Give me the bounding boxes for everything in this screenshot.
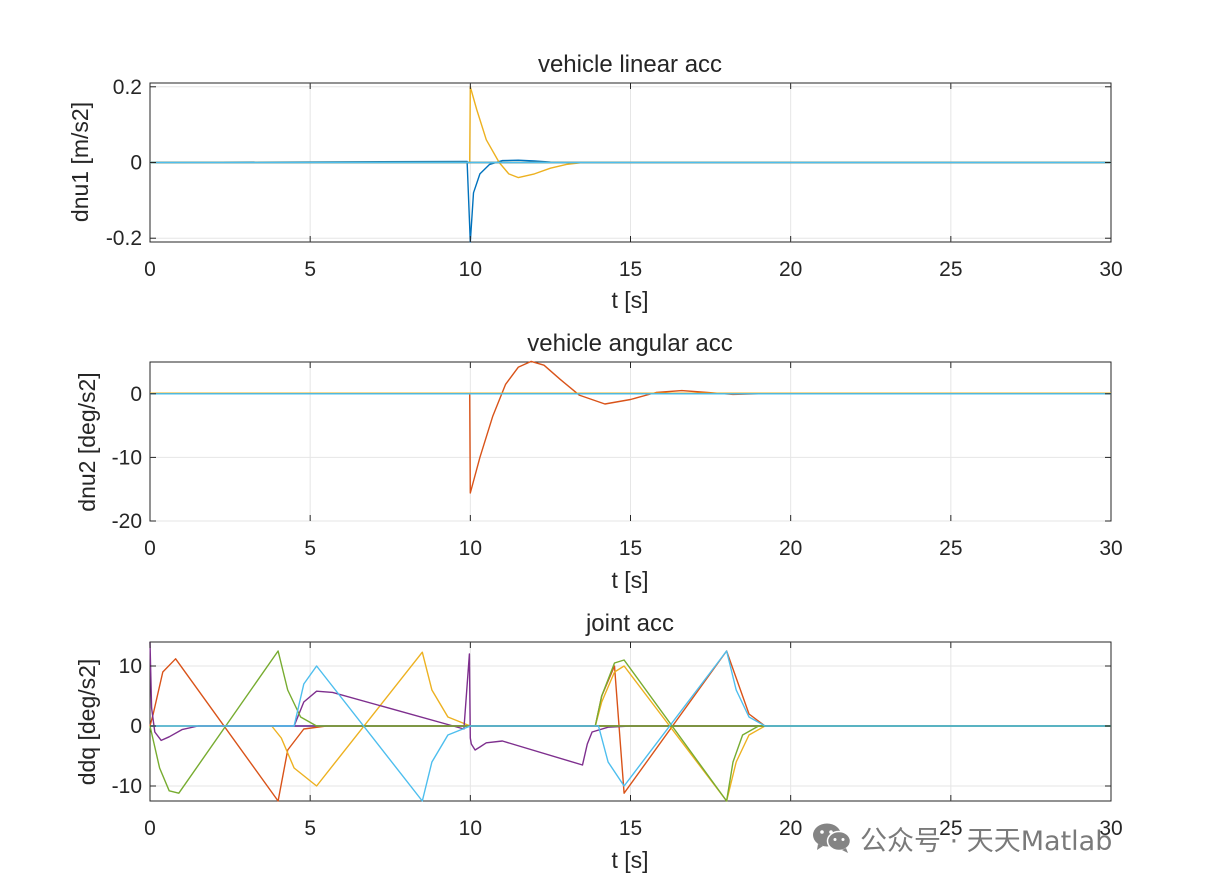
x-tick-label-linear-acc-6: 30 (1099, 258, 1122, 281)
x-tick-label-linear-acc-2: 10 (459, 258, 482, 281)
chart-title-angular-acc: vehicle angular acc (527, 330, 732, 357)
x-tick-label-joint-acc-4: 20 (779, 817, 802, 840)
series-line-joint-acc-yellow-3 (150, 651, 1111, 787)
y-tick-label-angular-acc-2: 0 (130, 383, 142, 406)
y-tick-label-angular-acc-1: -10 (112, 446, 142, 469)
x-tick-label-angular-acc-2: 10 (459, 537, 482, 560)
y-tick-label-joint-acc-0: -10 (112, 775, 142, 798)
y-axis-label-angular-acc: dnu2 [deg/s2] (74, 372, 100, 511)
x-tick-label-joint-acc-6: 30 (1099, 817, 1122, 840)
chart-title-joint-acc: joint acc (585, 610, 674, 637)
series-line-joint-acc-purple-6 (293, 653, 1111, 766)
x-axis-label-linear-acc: t [s] (611, 287, 648, 313)
x-tick-label-linear-acc-1: 5 (304, 258, 316, 281)
y-tick-label-linear-acc-0: -0.2 (106, 227, 142, 250)
series-line-joint-acc-green-8 (594, 659, 1111, 802)
chart-title-linear-acc: vehicle linear acc (538, 51, 722, 78)
x-axis-label-joint-acc: t [s] (611, 847, 648, 873)
x-tick-label-angular-acc-6: 30 (1099, 537, 1122, 560)
y-tick-label-joint-acc-1: 0 (130, 715, 142, 738)
wechat-icon (813, 823, 852, 853)
x-tick-label-angular-acc-0: 0 (144, 537, 156, 560)
chart-panel-angular-acc: 0 5 10 15 20 25 30-20-100 vehicle angular acc … (74, 330, 1123, 593)
x-tick-label-angular-acc-1: 5 (304, 537, 316, 560)
series-line-joint-acc-orange-1 (149, 658, 1111, 802)
y-tick-label-linear-acc-1: 0 (130, 152, 142, 175)
x-tick-label-joint-acc-3: 15 (619, 817, 642, 840)
chart-panel-linear-acc: 0 5 10 15 20 25 30-0.200.2 vehicle linear acc … (67, 51, 1123, 313)
x-tick-label-angular-acc-3: 15 (619, 537, 642, 560)
watermark: 公众号 · 天天Matlab (812, 818, 1112, 858)
x-tick-label-joint-acc-0: 0 (144, 817, 156, 840)
x-tick-label-linear-acc-3: 15 (619, 258, 642, 281)
x-tick-label-linear-acc-4: 20 (779, 258, 802, 281)
x-tick-label-angular-acc-5: 25 (939, 537, 962, 560)
x-tick-label-joint-acc-2: 10 (459, 817, 482, 840)
y-tick-label-joint-acc-2: 10 (119, 655, 142, 678)
watermark-text: 公众号 · 天天Matlab (860, 825, 1113, 857)
x-axis-label-angular-acc: t [s] (611, 567, 648, 593)
x-tick-label-linear-acc-0: 0 (144, 258, 156, 281)
y-tick-label-angular-acc-0: -20 (112, 510, 142, 533)
x-tick-label-joint-acc-1: 5 (304, 817, 316, 840)
y-axis-label-linear-acc: dnu1 [m/s2] (67, 102, 93, 222)
x-tick-label-angular-acc-4: 20 (779, 537, 802, 560)
x-tick-label-linear-acc-5: 25 (939, 258, 962, 281)
x-tick-label-joint-acc-5: 25 (939, 817, 962, 840)
y-tick-label-linear-acc-2: 0.2 (113, 76, 142, 99)
series-line-joint-acc-green-7 (149, 650, 1111, 794)
series-line-joint-acc-cyan-9 (150, 650, 1111, 802)
y-axis-label-joint-acc: ddq [deg/s2] (74, 659, 100, 786)
